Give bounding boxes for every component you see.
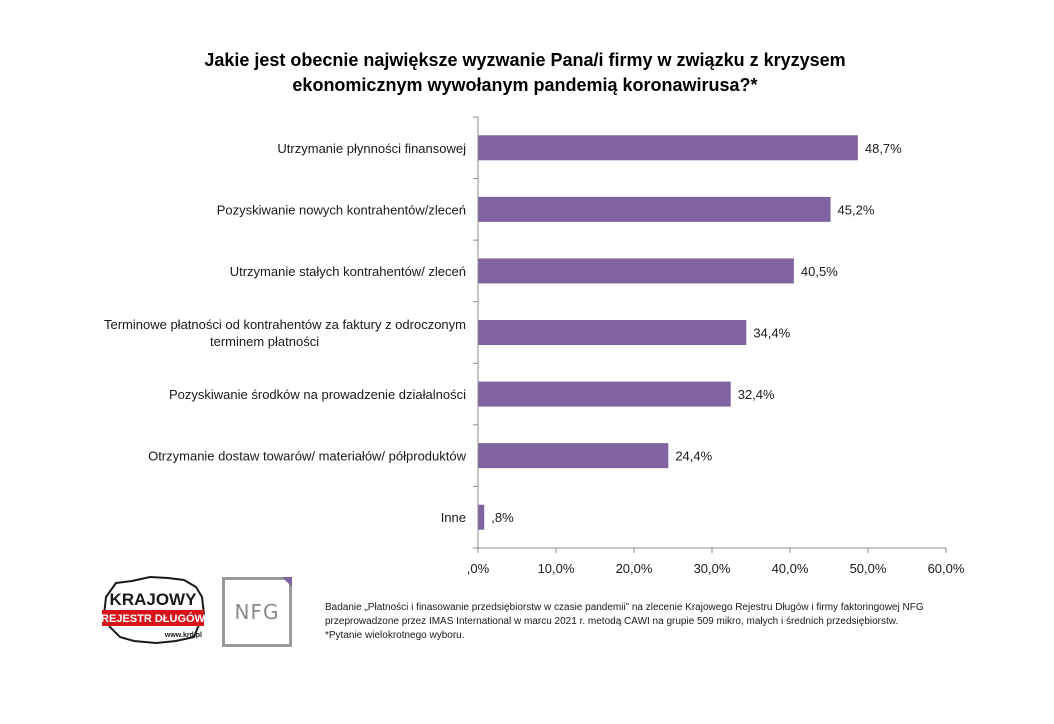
axis-layer xyxy=(473,116,947,553)
category-label: Pozyskiwanie nowych kontrahentów/zleceń xyxy=(217,202,466,217)
nfg-corner-mark xyxy=(282,577,292,587)
bar xyxy=(478,443,669,469)
footnote: Badanie „Płatności i finasowanie przedsi… xyxy=(325,602,924,641)
data-label: 24,4% xyxy=(675,449,712,464)
category-label: Terminowe płatności od kontrahentów za f… xyxy=(104,317,466,332)
bar xyxy=(478,381,731,407)
data-label: 40,5% xyxy=(801,264,838,279)
category-label: Utrzymanie płynności finansowej xyxy=(277,141,466,156)
data-label: ,8% xyxy=(491,510,514,525)
krd-red-band xyxy=(102,610,204,626)
krd-word2: REJESTR DŁUGÓW xyxy=(101,612,206,625)
bar xyxy=(478,258,794,284)
x-tick-label: 40,0% xyxy=(772,561,809,576)
x-tick-label: 60,0% xyxy=(928,561,965,576)
bar xyxy=(478,320,747,345)
category-label: Utrzymanie stałych kontrahentów/ zleceń xyxy=(230,264,466,279)
data-label: 32,4% xyxy=(738,387,775,402)
x-tick-label: 10,0% xyxy=(538,561,575,576)
labels-layer: 48,7% Utrzymanie płynności finansowej 45,2… xyxy=(104,141,965,576)
krd-word1: KRAJOWY xyxy=(110,590,198,609)
bar xyxy=(478,504,485,530)
x-tick-label: 30,0% xyxy=(694,561,731,576)
category-label: Inne xyxy=(441,510,466,525)
category-label: Otrzymanie dostaw towarów/ materiałów/ p… xyxy=(148,449,467,464)
chart-title: Jakie jest obecnie największe wyzwanie P… xyxy=(204,50,846,95)
bar xyxy=(478,135,858,161)
x-tick-label: 20,0% xyxy=(616,561,653,576)
krd-logo: KRAJOWY REJESTR DŁUGÓW www.krd.pl xyxy=(101,575,206,645)
data-label: 48,7% xyxy=(865,141,902,156)
x-tick-label: ,0% xyxy=(467,561,490,576)
bar xyxy=(478,196,831,222)
krd-url: www.krd.pl xyxy=(164,632,202,639)
x-tick-label: 50,0% xyxy=(850,561,887,576)
bars-layer xyxy=(478,135,858,530)
data-label: 34,4% xyxy=(753,326,790,341)
category-label: Pozyskiwanie środków na prowadzenie dzia… xyxy=(169,387,466,402)
nfg-logo: NFG xyxy=(222,577,292,647)
category-label: terminem płatności xyxy=(210,334,319,349)
data-label: 45,2% xyxy=(838,202,875,217)
nfg-logo-text: NFG xyxy=(234,600,280,624)
